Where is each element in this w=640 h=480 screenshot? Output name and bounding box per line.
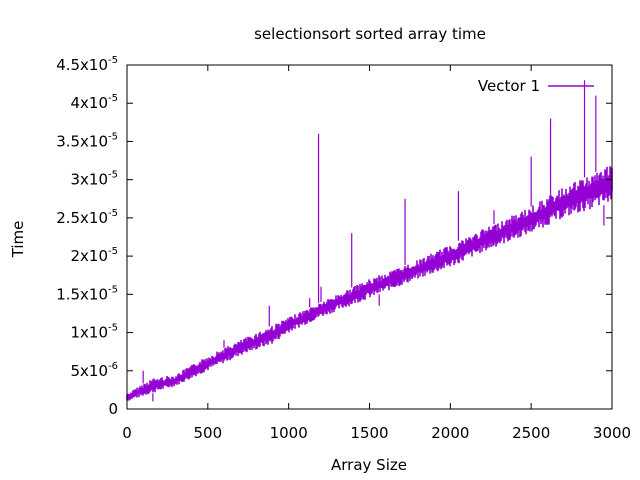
x-axis-label: Array Size [331,456,407,474]
x-tick-label: 3000 [593,424,631,442]
y-tick-label: 3x10-5 [71,170,119,189]
y-tick-label: 5x10-6 [71,361,119,380]
y-tick-label: 2.5x10-5 [56,208,118,227]
y-tick-label: 2x10-5 [71,246,119,265]
plot-area [126,80,613,402]
chart-title: selectionsort sorted array time [254,25,486,43]
x-tick-label: 500 [194,424,223,442]
x-tick-label: 2000 [431,424,469,442]
x-tick-label: 0 [122,424,132,442]
y-tick-label: 3.5x10-5 [56,131,118,150]
y-tick-label: 4.5x10-5 [56,55,118,74]
x-tick-label: 1500 [350,424,388,442]
x-tick-label: 2500 [512,424,550,442]
legend-label: Vector 1 [478,77,540,95]
y-tick-label: 1x10-5 [71,323,119,342]
y-tick-label: 4x10-5 [71,93,119,112]
y-tick-label: 1.5x10-5 [56,284,118,303]
series-band-vector-1 [126,166,613,401]
plot-frame [126,64,613,410]
y-tick-label: 0 [108,400,118,418]
y-axis-label: Time [9,221,27,259]
legend: Vector 1 [478,77,594,95]
x-tick-label: 1000 [270,424,308,442]
axes: 0 500 1000 1500 2000 2500 3000 0 5x10-6 1x10-5 1.5… [56,55,631,442]
